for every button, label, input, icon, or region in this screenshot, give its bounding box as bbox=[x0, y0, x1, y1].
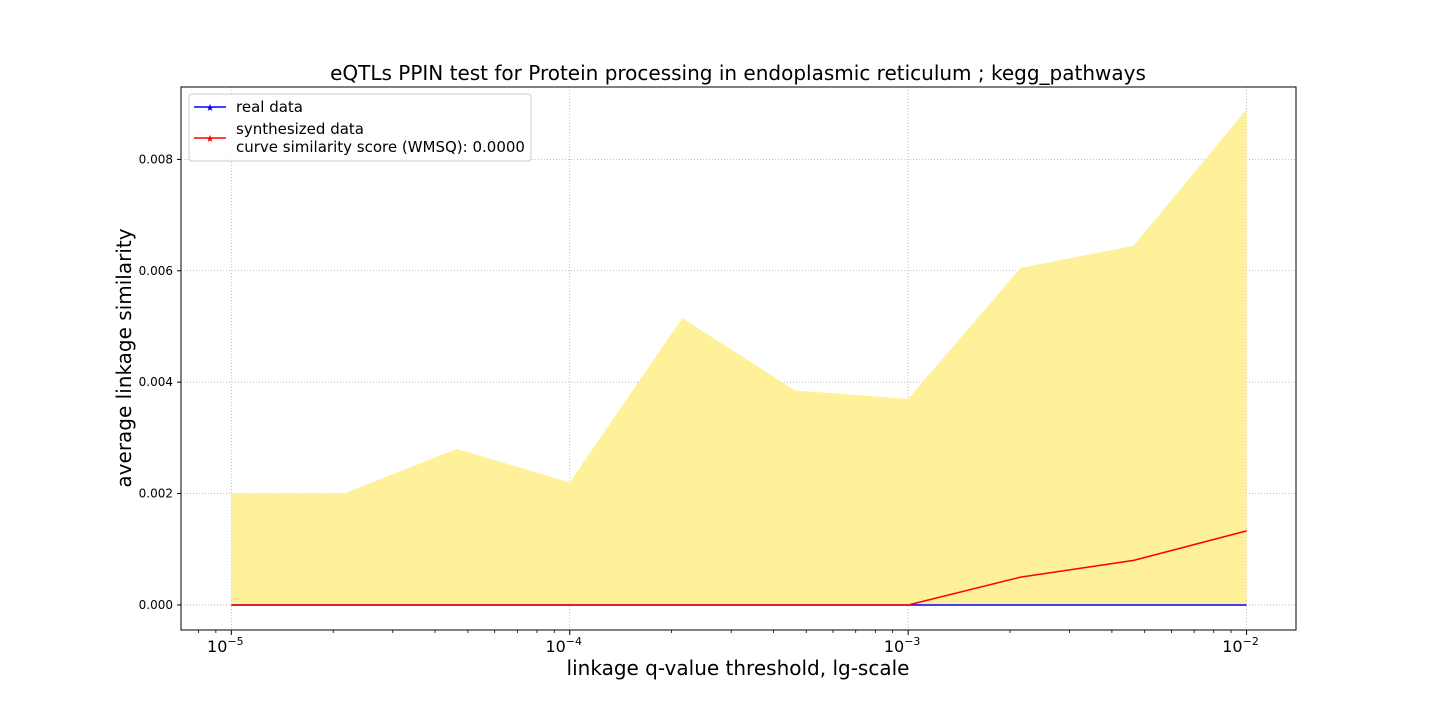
y-tick-label: 0.008 bbox=[139, 152, 173, 166]
legend: ★ real data ★ synthesized data curve sim… bbox=[188, 93, 532, 162]
x-tick-label: 10−2 bbox=[1222, 635, 1259, 656]
legend-label-real-data: real data bbox=[236, 98, 303, 116]
x-tick-label: 10−3 bbox=[884, 635, 921, 656]
x-tick-label: 10−5 bbox=[207, 635, 244, 656]
plot-area bbox=[180, 86, 1297, 631]
band-area bbox=[231, 109, 1247, 605]
confidence-band bbox=[231, 109, 1247, 605]
y-axis-label: average linkage similarity bbox=[112, 228, 136, 487]
legend-entry-real-data: ★ real data bbox=[194, 98, 303, 116]
x-axis-label: linkage q-value threshold, lg-scale bbox=[567, 656, 910, 680]
x-axis: 10−5 10−4 10−3 10−2 bbox=[198, 630, 1259, 656]
legend-label-synthesized-data: synthesized data bbox=[236, 120, 364, 138]
legend-label-similarity-score: curve similarity score (WMSQ): 0.0000 bbox=[236, 138, 525, 156]
series-lines bbox=[231, 530, 1247, 606]
y-tick-label: 0.006 bbox=[139, 264, 173, 278]
legend-box bbox=[188, 93, 532, 162]
plot-frame bbox=[180, 86, 1297, 631]
y-axis: 0.000 0.002 0.004 0.006 0.008 bbox=[139, 152, 181, 612]
y-tick-label: 0.002 bbox=[139, 487, 173, 501]
x-tick-label: 10−4 bbox=[545, 635, 582, 656]
chart-title: eQTLs PPIN test for Protein processing i… bbox=[330, 61, 1146, 85]
y-tick-label: 0.004 bbox=[139, 375, 173, 389]
legend-marker-synthesized-data: ★ bbox=[206, 134, 215, 145]
y-tick-label: 0.000 bbox=[139, 598, 173, 612]
legend-marker-real-data: ★ bbox=[206, 103, 215, 114]
legend-entry-synthesized-data: ★ synthesized data curve similarity scor… bbox=[194, 120, 525, 156]
series-line-synthesized-data bbox=[231, 530, 1247, 606]
